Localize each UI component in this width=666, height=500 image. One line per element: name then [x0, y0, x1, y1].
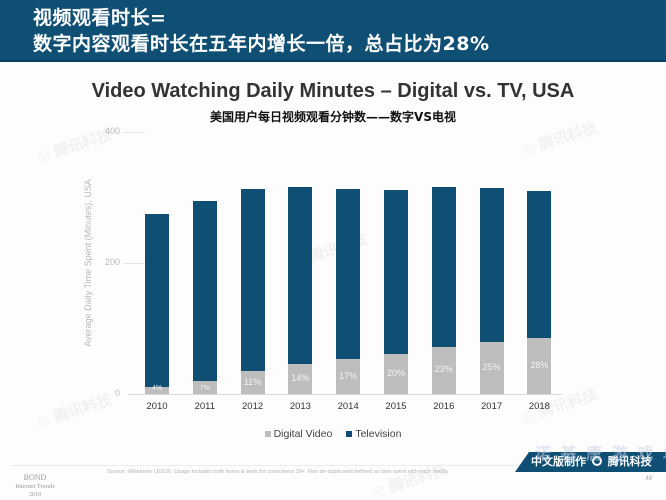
- bar-segment-television: [336, 188, 361, 360]
- legend-label: Digital Video: [273, 428, 333, 440]
- source-note: Source: eMarketer (10/18). Usage include…: [107, 469, 448, 475]
- bar-segment-digital-video: [336, 359, 361, 394]
- legend-swatch-icon: [264, 431, 271, 437]
- header-line-2: 数字内容观看时长在五年内增长一倍，总占比为28%: [33, 33, 490, 55]
- bar-segment-digital-video: [145, 386, 169, 394]
- chart-subtitle: 美国用户每日视频观看分钟数——数字VS电视: [210, 110, 456, 124]
- chart-title: Video Watching Daily Minutes – Digital v…: [91, 80, 575, 102]
- bar-2015: 20%: [384, 0, 408, 500]
- bond-logo-title: BOND: [23, 473, 47, 482]
- bar-segment-digital-video: [288, 363, 313, 394]
- footer-divider: [10, 465, 650, 466]
- x-tick-label: 2017: [481, 401, 503, 412]
- bar-segment-television: [240, 188, 265, 372]
- digital-share-label: 17%: [339, 370, 358, 381]
- x-tick-label: 2012: [242, 401, 264, 412]
- tencent-logo-icon: [591, 456, 602, 466]
- bond-logo-year: 2019: [29, 492, 41, 498]
- digital-share-label: 4%: [151, 385, 163, 392]
- digital-share-label: 20%: [386, 368, 405, 379]
- header-line-1: 视频观看时长=: [33, 7, 167, 29]
- digital-share-label: 14%: [291, 372, 310, 383]
- x-tick-label: 2015: [385, 401, 407, 412]
- chart-legend: Digital Video Television: [0, 428, 666, 440]
- legend-label: Television: [355, 428, 402, 440]
- gridline: [123, 263, 145, 264]
- gridline: [123, 132, 145, 133]
- badge-text-right: 腾讯科技: [607, 455, 652, 468]
- bar-segment-television: [431, 187, 456, 347]
- bar-segment-television: [192, 200, 217, 381]
- badge-overlay-watermark: 诺 基 唐 游 戏 坊: [535, 444, 666, 463]
- slide-header: 视频观看时长= 数字内容观看时长在五年内增长一倍，总占比为28%: [0, 0, 666, 62]
- bond-logo: BOND Internet Trends 2019: [5, 473, 65, 500]
- bar-2010: 4%: [145, 0, 169, 500]
- bar-segment-television: [145, 213, 169, 387]
- x-tick-label: 2011: [194, 401, 216, 412]
- digital-share-label: 28%: [530, 359, 549, 370]
- digital-share-label: 11%: [243, 376, 262, 387]
- bar-segment-television: [527, 190, 552, 338]
- x-axis-line: [128, 394, 562, 395]
- digital-share-label: 25%: [482, 362, 501, 373]
- legend-item-digital-video: Digital Video: [264, 428, 333, 440]
- y-tick-label: 200: [104, 257, 120, 267]
- bar-segment-television: [479, 187, 504, 343]
- bar-segment-digital-video: [240, 371, 265, 394]
- badge-text-left: 中文版制作: [531, 455, 586, 468]
- y-tick-label: 0: [114, 388, 120, 398]
- bar-segment-digital-video: [384, 354, 408, 394]
- bar-segment-digital-video: [431, 346, 456, 394]
- bar-2014: 17%: [336, 0, 361, 500]
- bar-segment-television: [384, 190, 408, 355]
- bond-logo-subtitle: Internet Trends: [15, 483, 55, 490]
- page-number: 48: [645, 476, 652, 482]
- bar-segment-digital-video: [192, 380, 217, 394]
- bar-2017: 25%: [479, 0, 504, 500]
- x-tick-label: 2018: [528, 401, 550, 412]
- y-tick-label: 400: [104, 126, 120, 136]
- bar-2018: 28%: [527, 0, 552, 500]
- bar-2016: 23%: [431, 0, 456, 500]
- x-tick-label: 2014: [337, 401, 359, 412]
- bar-2011: 7%: [192, 0, 217, 500]
- x-tick-label: 2013: [289, 401, 311, 412]
- bar-segment-digital-video: [527, 337, 552, 394]
- x-tick-label: 2016: [433, 401, 455, 412]
- legend-item-television: Television: [346, 428, 401, 440]
- tencent-badge: 中文版制作 腾讯科技: [515, 452, 666, 472]
- x-tick-label: 2010: [146, 401, 168, 412]
- legend-swatch-icon: [346, 431, 353, 437]
- bar-segment-television: [288, 187, 313, 364]
- bar-2012: 11%: [240, 0, 265, 500]
- bar-segment-digital-video: [479, 342, 504, 394]
- digital-share-label: 23%: [434, 364, 453, 375]
- bar-2013: 14%: [288, 0, 313, 500]
- digital-share-label: 7%: [199, 385, 210, 392]
